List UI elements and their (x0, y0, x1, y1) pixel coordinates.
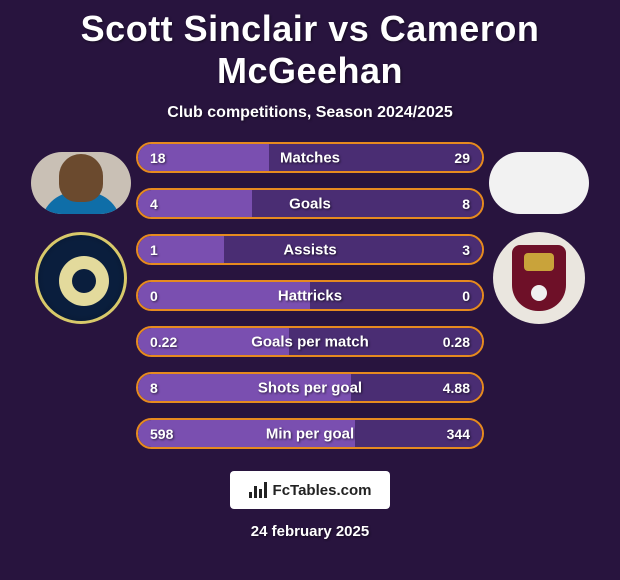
stat-bar-left-fill (138, 282, 310, 309)
site-logo-text: FcTables.com (273, 482, 372, 499)
right-club-badge (493, 232, 585, 324)
left-player-avatar (31, 152, 131, 214)
stat-bar-right-fill (310, 282, 482, 309)
left-player-column (26, 142, 136, 324)
page-title: Scott Sinclair vs Cameron McGeehan (0, 8, 620, 92)
stat-row: 84.88Shots per goal (136, 372, 484, 403)
stat-bar-right-fill (289, 328, 482, 355)
stat-row: 00Hattricks (136, 280, 484, 311)
stat-bar-right-fill (224, 236, 482, 263)
stat-bar-right-fill (252, 190, 482, 217)
right-player-column (484, 142, 594, 324)
stat-row: 13Assists (136, 234, 484, 265)
stat-bar-right-fill (355, 420, 482, 447)
stat-bar-left-fill (138, 420, 355, 447)
stat-row: 1829Matches (136, 142, 484, 173)
stat-row: 598344Min per goal (136, 418, 484, 449)
stats-bars: 1829Matches 48Goals 13Assists 00Hattricks 0.… (136, 142, 484, 449)
stat-bar-left-fill (138, 374, 351, 401)
left-club-badge (35, 232, 127, 324)
stat-bar-right-fill (269, 144, 482, 171)
site-logo[interactable]: FcTables.com (230, 471, 390, 509)
stat-bar-left-fill (138, 190, 252, 217)
footer-date: 24 february 2025 (251, 523, 369, 540)
stat-row: 48Goals (136, 188, 484, 219)
stat-row: 0.220.28Goals per match (136, 326, 484, 357)
stat-bar-left-fill (138, 144, 269, 171)
right-player-avatar (489, 152, 589, 214)
chart-icon (249, 482, 267, 498)
comparison-card: Scott Sinclair vs Cameron McGeehan Club … (0, 0, 620, 580)
stat-bar-left-fill (138, 328, 289, 355)
content-row: 1829Matches 48Goals 13Assists 00Hattricks 0.… (0, 142, 620, 449)
stat-bar-right-fill (351, 374, 482, 401)
page-subtitle: Club competitions, Season 2024/2025 (167, 104, 452, 122)
stat-bar-left-fill (138, 236, 224, 263)
